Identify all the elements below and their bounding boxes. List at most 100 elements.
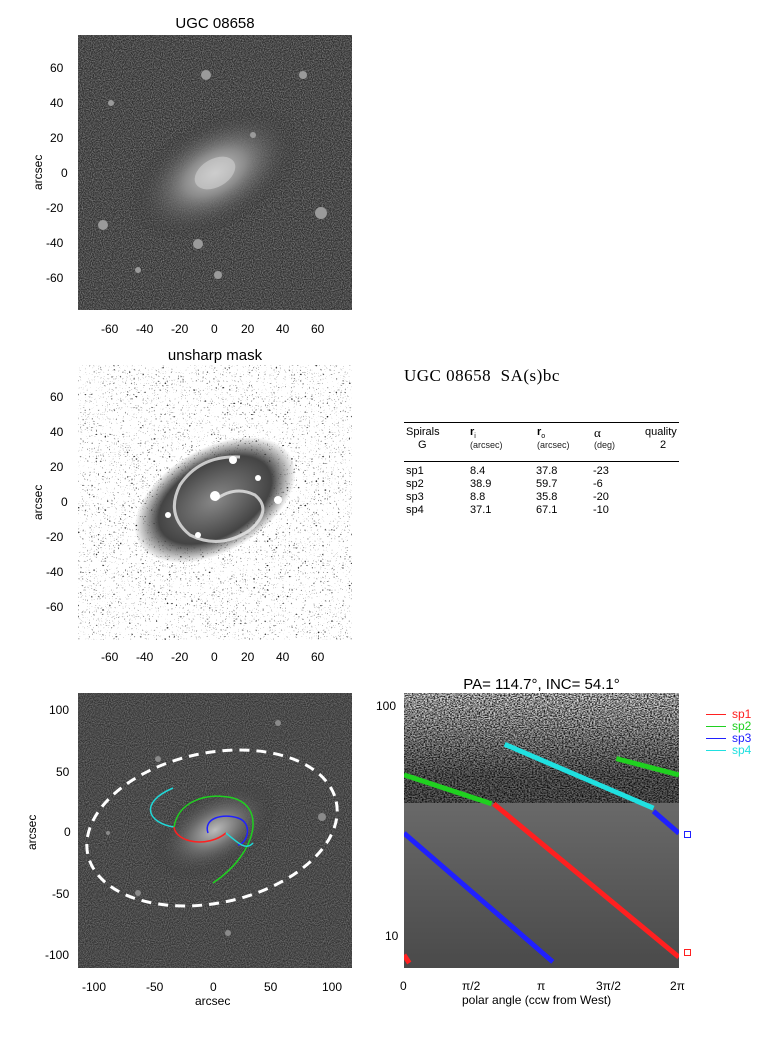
ytick: 50 [56, 765, 70, 779]
xtick: π [537, 979, 546, 993]
cell-ro: 35.8 [536, 490, 558, 503]
panel1-title: UGC 08658 [175, 15, 255, 32]
unsharp-mask-image [78, 365, 352, 640]
ytick: -100 [45, 948, 70, 962]
legend: sp1 sp2 sp3 sp4 [706, 708, 766, 756]
xtick: 0 [211, 322, 218, 336]
hdr-alpha-unit: (deg) [594, 440, 616, 450]
spiral-table-body: sp1 8.4 37.8 -23 sp2 38.9 59.7 -6 sp3 8.8 35.8 -20 s… [406, 464, 679, 516]
series-sp1-segment [404, 953, 412, 965]
cell-name: sp2 [406, 477, 424, 490]
cell-alpha: -10 [593, 503, 609, 516]
galaxy-heading: UGC 08658 SA(s)bc [404, 366, 560, 386]
cell-ro: 59.7 [536, 477, 558, 490]
legend-line [706, 714, 726, 715]
ytick: -60 [46, 271, 64, 285]
table-row: sp2 38.9 59.7 -6 [406, 477, 643, 490]
polar-plot [404, 693, 679, 968]
series-sp4-segment [503, 741, 655, 811]
hdr-quality-val: 2 [660, 439, 667, 451]
spiral-table-topline [404, 422, 679, 423]
cell-ro: 67.1 [536, 503, 558, 516]
ytick: 10 [385, 929, 399, 943]
ytick: -20 [46, 201, 64, 215]
galaxy-morphology: SA(s)bc [500, 366, 560, 385]
series-sp2-segment [404, 772, 493, 807]
xtick: -60 [101, 650, 119, 664]
xtick: -100 [82, 980, 107, 994]
xtick: 0 [400, 979, 407, 993]
panel1-ylabel: arcsec [31, 154, 45, 190]
ytick: 100 [49, 703, 70, 717]
series-sp2-segment [615, 756, 679, 778]
ytick: 40 [50, 425, 64, 439]
xtick: 50 [264, 980, 278, 994]
xtick: -40 [136, 322, 154, 336]
spiral-overlay-svg [78, 693, 352, 968]
legend-item: sp1 [706, 708, 766, 720]
hdr-ro: ro [537, 426, 546, 441]
cell-name: sp1 [406, 464, 424, 477]
ytick: 100 [376, 699, 397, 713]
series-sp3-segment [651, 809, 679, 836]
arm-sp3 [206, 815, 249, 846]
ytick: -50 [52, 887, 70, 901]
cell-name: sp3 [406, 490, 424, 503]
hdr-quality: quality [645, 426, 677, 438]
deprojection-ellipse [85, 748, 339, 908]
ytick: -40 [46, 565, 64, 579]
ytick: 40 [50, 96, 64, 110]
xtick: -50 [146, 980, 164, 994]
ytick: -40 [46, 236, 64, 250]
xtick: 60 [311, 322, 325, 336]
arm-sp4-outer [225, 832, 254, 847]
ytick: -20 [46, 530, 64, 544]
panel2-ylabel: arcsec [31, 484, 45, 520]
legend-line [706, 738, 726, 739]
edge-marker-blue [684, 831, 691, 838]
xtick: 0 [210, 980, 217, 994]
spiral-table: sp1 8.4 37.8 -23 sp2 38.9 59.7 -6 sp3 8.8 35.8 -20 s… [406, 464, 643, 516]
hdr-spirals-sub: G [418, 439, 427, 451]
unsharp-mask-svg [78, 365, 352, 640]
hdr-spirals: Spirals [406, 426, 440, 438]
cell-ri: 8.8 [470, 490, 486, 503]
xtick: -20 [171, 650, 189, 664]
panel3-ylabel: arcsec [25, 814, 39, 850]
cell-name: sp4 [406, 503, 424, 516]
ytick: 20 [50, 131, 64, 145]
arm-sp1 [173, 826, 227, 843]
cell-alpha: -20 [593, 490, 609, 503]
arm-sp4 [149, 787, 175, 828]
xtick: 2π [670, 979, 685, 993]
cell-alpha: -6 [593, 477, 603, 490]
panel4-title: PA= 114.7°, INC= 54.1° [463, 676, 620, 693]
legend-label: sp2 [732, 719, 752, 733]
xtick: π/2 [462, 979, 481, 993]
table-row: sp4 37.1 67.1 -10 [406, 503, 643, 516]
legend-item: sp4 [706, 744, 766, 756]
galaxy-image-svg [78, 35, 352, 310]
arm-sp2 [173, 795, 254, 884]
legend-label: sp4 [732, 743, 752, 757]
xtick: 40 [276, 322, 290, 336]
xtick: 0 [211, 650, 218, 664]
series-sp3-segment [404, 831, 555, 964]
hdr-ri: ri [470, 426, 476, 441]
legend-item: sp3 [706, 732, 766, 744]
legend-line [706, 726, 726, 727]
ytick: -60 [46, 600, 64, 614]
ytick: 20 [50, 460, 64, 474]
spiral-overlay-image [78, 693, 352, 968]
ytick: 60 [50, 61, 64, 75]
panel2-title: unsharp mask [167, 347, 263, 364]
galaxy-name: UGC 08658 [404, 366, 492, 385]
legend-line [706, 750, 726, 751]
cell-ri: 38.9 [470, 477, 492, 490]
cell-ro: 37.8 [536, 464, 558, 477]
xtick: 100 [322, 980, 343, 994]
table-row: sp1 8.4 37.8 -23 [406, 464, 643, 477]
ytick: 0 [61, 495, 68, 509]
legend-label: sp3 [732, 731, 752, 745]
xtick: 20 [241, 322, 255, 336]
